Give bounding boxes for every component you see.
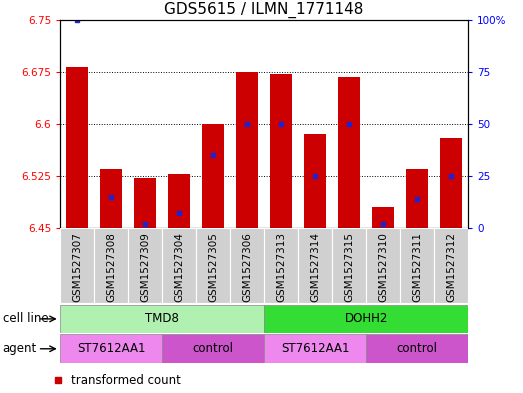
- Bar: [298, 228, 332, 303]
- Title: GDS5615 / ILMN_1771148: GDS5615 / ILMN_1771148: [164, 2, 364, 18]
- Text: GSM1527306: GSM1527306: [242, 231, 252, 301]
- Bar: [230, 228, 264, 303]
- Text: ST7612AA1: ST7612AA1: [77, 342, 145, 355]
- Bar: [400, 228, 434, 303]
- Bar: [196, 228, 230, 303]
- Bar: [366, 334, 468, 363]
- Text: GSM1527310: GSM1527310: [378, 231, 388, 301]
- Bar: [94, 228, 128, 303]
- Bar: [236, 72, 258, 228]
- Text: GSM1527308: GSM1527308: [106, 231, 116, 301]
- Text: transformed count: transformed count: [71, 374, 181, 387]
- Text: control: control: [192, 342, 234, 355]
- Text: GSM1527305: GSM1527305: [208, 231, 218, 301]
- Bar: [372, 207, 394, 228]
- Text: control: control: [396, 342, 438, 355]
- Bar: [270, 74, 292, 228]
- Bar: [60, 334, 162, 363]
- Bar: [60, 228, 94, 303]
- Text: GSM1527315: GSM1527315: [344, 231, 354, 302]
- Text: ST7612AA1: ST7612AA1: [281, 342, 349, 355]
- Text: GSM1527312: GSM1527312: [446, 231, 456, 302]
- Text: GSM1527304: GSM1527304: [174, 231, 184, 301]
- Bar: [100, 169, 122, 228]
- Text: GSM1527314: GSM1527314: [310, 231, 320, 302]
- Bar: [66, 67, 88, 228]
- Bar: [338, 77, 360, 228]
- Bar: [134, 178, 156, 228]
- Bar: [162, 334, 264, 363]
- Bar: [264, 228, 298, 303]
- Bar: [60, 305, 264, 333]
- Bar: [264, 334, 366, 363]
- Text: cell line: cell line: [3, 312, 48, 325]
- Bar: [406, 169, 428, 228]
- Bar: [304, 134, 326, 228]
- Bar: [332, 228, 366, 303]
- Bar: [128, 228, 162, 303]
- Bar: [162, 228, 196, 303]
- Bar: [168, 174, 190, 228]
- Text: DOHH2: DOHH2: [345, 312, 388, 325]
- Text: GSM1527311: GSM1527311: [412, 231, 422, 302]
- Text: GSM1527309: GSM1527309: [140, 231, 150, 301]
- Bar: [202, 124, 224, 228]
- Bar: [434, 228, 468, 303]
- Bar: [440, 138, 462, 228]
- Bar: [366, 228, 400, 303]
- Text: agent: agent: [3, 342, 37, 355]
- Text: GSM1527313: GSM1527313: [276, 231, 286, 302]
- Bar: [264, 305, 468, 333]
- Text: TMD8: TMD8: [145, 312, 179, 325]
- Text: GSM1527307: GSM1527307: [72, 231, 82, 301]
